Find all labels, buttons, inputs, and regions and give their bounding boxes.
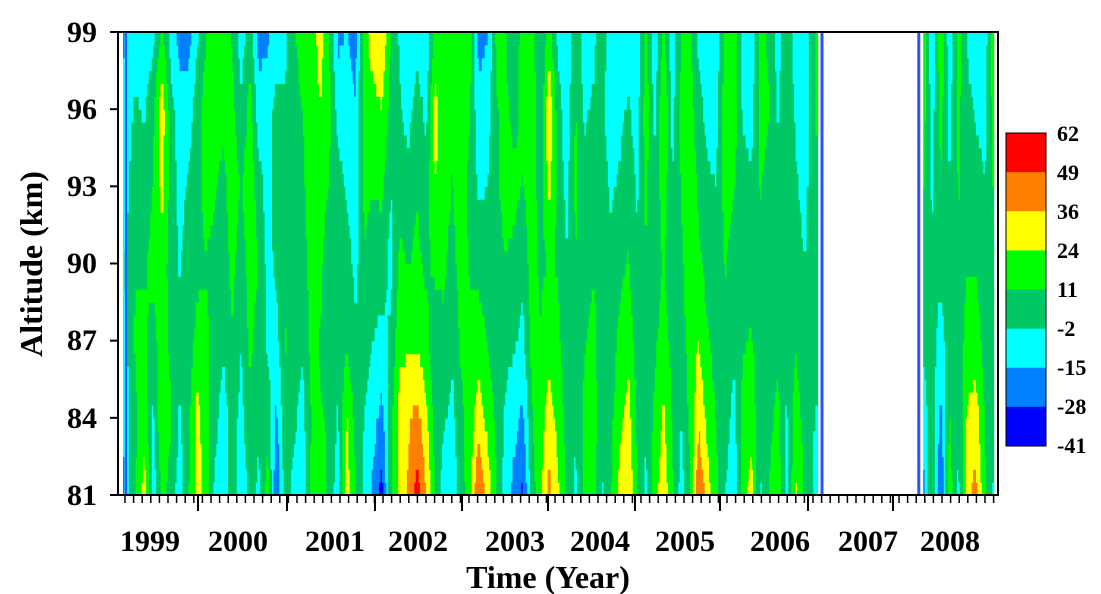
contour-chart: 99 96 93 90 87 84 81 1999 2000 2001 2002…: [0, 0, 1101, 594]
